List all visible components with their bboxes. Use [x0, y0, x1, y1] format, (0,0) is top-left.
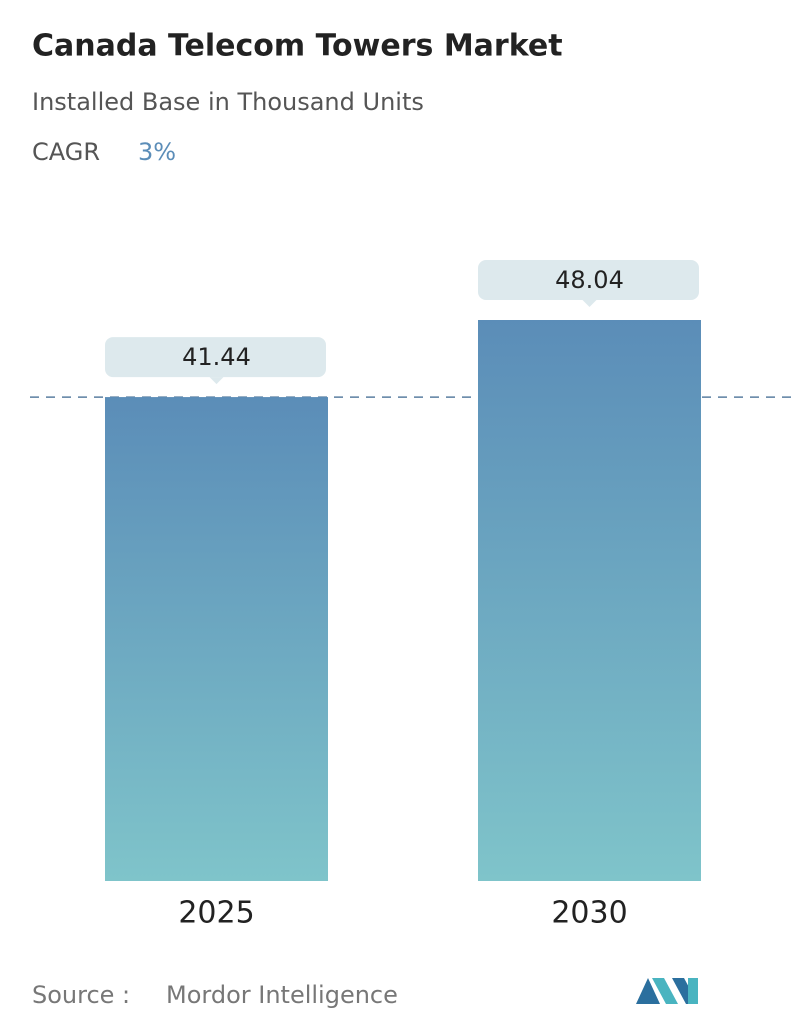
value-label-box [478, 260, 699, 300]
x-tick-label: 2030 [551, 896, 627, 931]
value-label-pointer [209, 377, 224, 385]
chart-title: Canada Telecom Towers Market [32, 29, 563, 64]
source-name: Mordor Intelligence [166, 981, 398, 1009]
bar [105, 397, 328, 881]
bar [478, 320, 701, 881]
source-label: Source : [32, 981, 130, 1009]
logo [636, 978, 698, 1004]
value-label-pointer [582, 300, 597, 307]
cagr-value: 3% [138, 138, 176, 166]
cagr-label: CAGR [32, 138, 100, 166]
value-label: 48.04 [555, 266, 624, 294]
x-tick-label: 2025 [178, 896, 254, 931]
chart-subtitle: Installed Base in Thousand Units [32, 88, 424, 116]
value-label-box [105, 337, 326, 378]
value-label: 41.44 [182, 343, 251, 371]
